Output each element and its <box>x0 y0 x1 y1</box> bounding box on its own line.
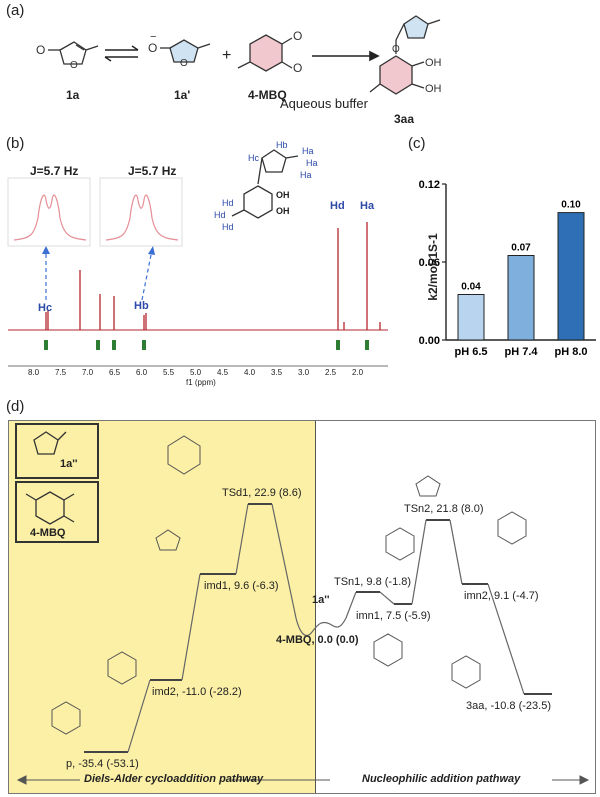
nmr-tick: 7.0 <box>82 368 94 377</box>
inset-label-1a: 1a'' <box>60 458 78 470</box>
nmr-spectrum <box>7 149 388 367</box>
struct-label-hd2: Hd <box>214 210 226 220</box>
nmr-structure <box>231 149 299 219</box>
compound-1a-prime-structure <box>160 39 211 63</box>
energy-path <box>84 503 552 753</box>
reaction-scheme: O O O − O + O O O OH OH <box>36 15 442 95</box>
state-label-1a-dprime: 1a'' <box>312 594 330 606</box>
left-pathway-label: Diels-Alder cycloaddition pathway <box>84 773 264 785</box>
nmr-tick: 3.5 <box>271 368 283 377</box>
svg-text:OH: OH <box>425 57 442 69</box>
state-label-p: p, -35.4 (-53.1) <box>66 758 139 770</box>
svg-text:+: + <box>222 47 231 64</box>
compound-label-4mbq: 4-MBQ <box>248 88 287 102</box>
bar-value-label: 0.07 <box>511 243 531 254</box>
region-divider <box>315 421 316 793</box>
svg-text:O: O <box>392 44 400 55</box>
inset-box-4mbq <box>15 481 99 543</box>
state-label-imd1: imd1, 9.6 (-6.3) <box>204 580 279 592</box>
svg-text:−: − <box>150 31 156 43</box>
struct-label-ha2: Ha <box>306 158 318 168</box>
nmr-tick: 6.5 <box>109 368 121 377</box>
state-label-imn1: imn1, 7.5 (-5.9) <box>356 610 431 622</box>
state-label-tsd1: TSd1, 22.9 (8.6) <box>222 487 302 499</box>
right-pathway-label: Nucleophilic addition pathway <box>362 773 521 785</box>
panel-a-label: (a) <box>6 2 25 19</box>
coupling-label-left: J=5.7 Hz <box>30 164 79 178</box>
struct-label-hc: Hc <box>248 153 259 163</box>
compound-label-3aa: 3aa <box>394 112 415 126</box>
svg-text:O: O <box>180 58 188 69</box>
inset-4mbq-structure <box>25 491 75 525</box>
bar <box>507 255 535 341</box>
struct-label-oh1: OH <box>276 190 290 200</box>
compound-3aa-structure <box>369 15 441 95</box>
nmr-tick: 6.0 <box>136 368 148 377</box>
state-label-imn2: imn2, 9.1 (-4.7) <box>464 590 539 602</box>
nmr-tick: 4.0 <box>244 368 256 377</box>
bar <box>457 294 485 341</box>
peak-label-hc: Hc <box>38 302 53 314</box>
peak-label-hb: Hb <box>134 300 149 312</box>
category-label: pH 7.4 <box>504 346 538 358</box>
compound-label-1a: 1a <box>66 88 80 102</box>
svg-text:O: O <box>70 60 78 71</box>
bar <box>557 212 585 341</box>
struct-label-hb: Hb <box>276 140 288 150</box>
reaction-arrow <box>312 50 380 62</box>
struct-label-ha3: Ha <box>300 170 312 180</box>
integration-marks <box>44 340 369 350</box>
bar-value-label: 0.04 <box>461 282 481 293</box>
struct-label-hd3: Hd <box>222 222 234 232</box>
panel-c-label: (c) <box>408 135 426 152</box>
inset-label-4mbq: 4-MBQ <box>30 527 66 539</box>
panel-d-label: (d) <box>6 398 25 415</box>
svg-text:O: O <box>36 43 45 57</box>
bar-chart-svg: 0.00 0.06 0.12 0.04 pH 6.5 0.07 pH 7.4 0.10 pH 8… <box>419 179 596 358</box>
y-tick-label: 0.12 <box>419 179 440 191</box>
inset-box-1a <box>15 423 99 479</box>
peak-label-ha: Ha <box>360 200 375 212</box>
struct-label-oh2: OH <box>276 206 290 216</box>
y-tick-label: 0.00 <box>419 335 440 347</box>
svg-text:O: O <box>148 41 157 55</box>
struct-label-hd1: Hd <box>222 198 234 208</box>
nmr-tick: 2.5 <box>325 368 337 377</box>
inset-1a-structure <box>33 431 67 455</box>
compound-label-1a-prime: 1a' <box>174 88 191 102</box>
category-label: pH 6.5 <box>454 346 487 358</box>
svg-text:O: O <box>293 29 302 43</box>
state-label-tsn1: TSn1, 9.8 (-1.8) <box>334 576 412 588</box>
bar-value-label: 0.10 <box>561 200 581 211</box>
state-label-4mbq: 4-MBQ, 0.0 (0.0) <box>276 634 359 646</box>
nmr-tick: 7.5 <box>55 368 67 377</box>
nmr-tick: 4.5 <box>217 368 229 377</box>
nmr-xlabel: f1 (ppm) <box>186 378 216 387</box>
reaction-condition: Aqueous buffer <box>280 96 368 111</box>
state-label-imd2: imd2, -11.0 (-28.2) <box>152 686 242 698</box>
category-label: pH 8.0 <box>554 346 587 358</box>
nmr-tick: 5.0 <box>190 368 202 377</box>
state-label-tsn2: TSn2, 21.8 (8.0) <box>404 503 484 515</box>
peak-label-hd: Hd <box>330 200 345 212</box>
panel-b-label: (b) <box>6 135 25 152</box>
state-label-3aa: 3aa, -10.8 (-23.5) <box>466 700 551 712</box>
molecule-sketches <box>51 435 527 735</box>
nmr-tick: 3.0 <box>298 368 310 377</box>
nmr-tick: 8.0 <box>28 368 40 377</box>
equilibrium-arrow <box>104 45 139 62</box>
compound-1a-structure <box>48 41 99 65</box>
y-tick-label: 0.06 <box>419 257 440 269</box>
nmr-tick: 2.0 <box>352 368 364 377</box>
svg-text:O: O <box>293 61 302 75</box>
coupling-label-right: J=5.7 Hz <box>128 164 177 178</box>
rate-bar-chart: 0.00 0.06 0.12 0.04 pH 6.5 0.07 pH 7.4 0.10 pH 8… <box>408 150 600 390</box>
nmr-peaks <box>45 222 381 330</box>
svg-text:OH: OH <box>425 83 442 95</box>
compound-4mbq-structure <box>237 34 293 72</box>
pathway-arrows <box>16 775 590 785</box>
struct-label-ha1: Ha <box>302 146 314 156</box>
nmr-tick: 5.5 <box>163 368 175 377</box>
